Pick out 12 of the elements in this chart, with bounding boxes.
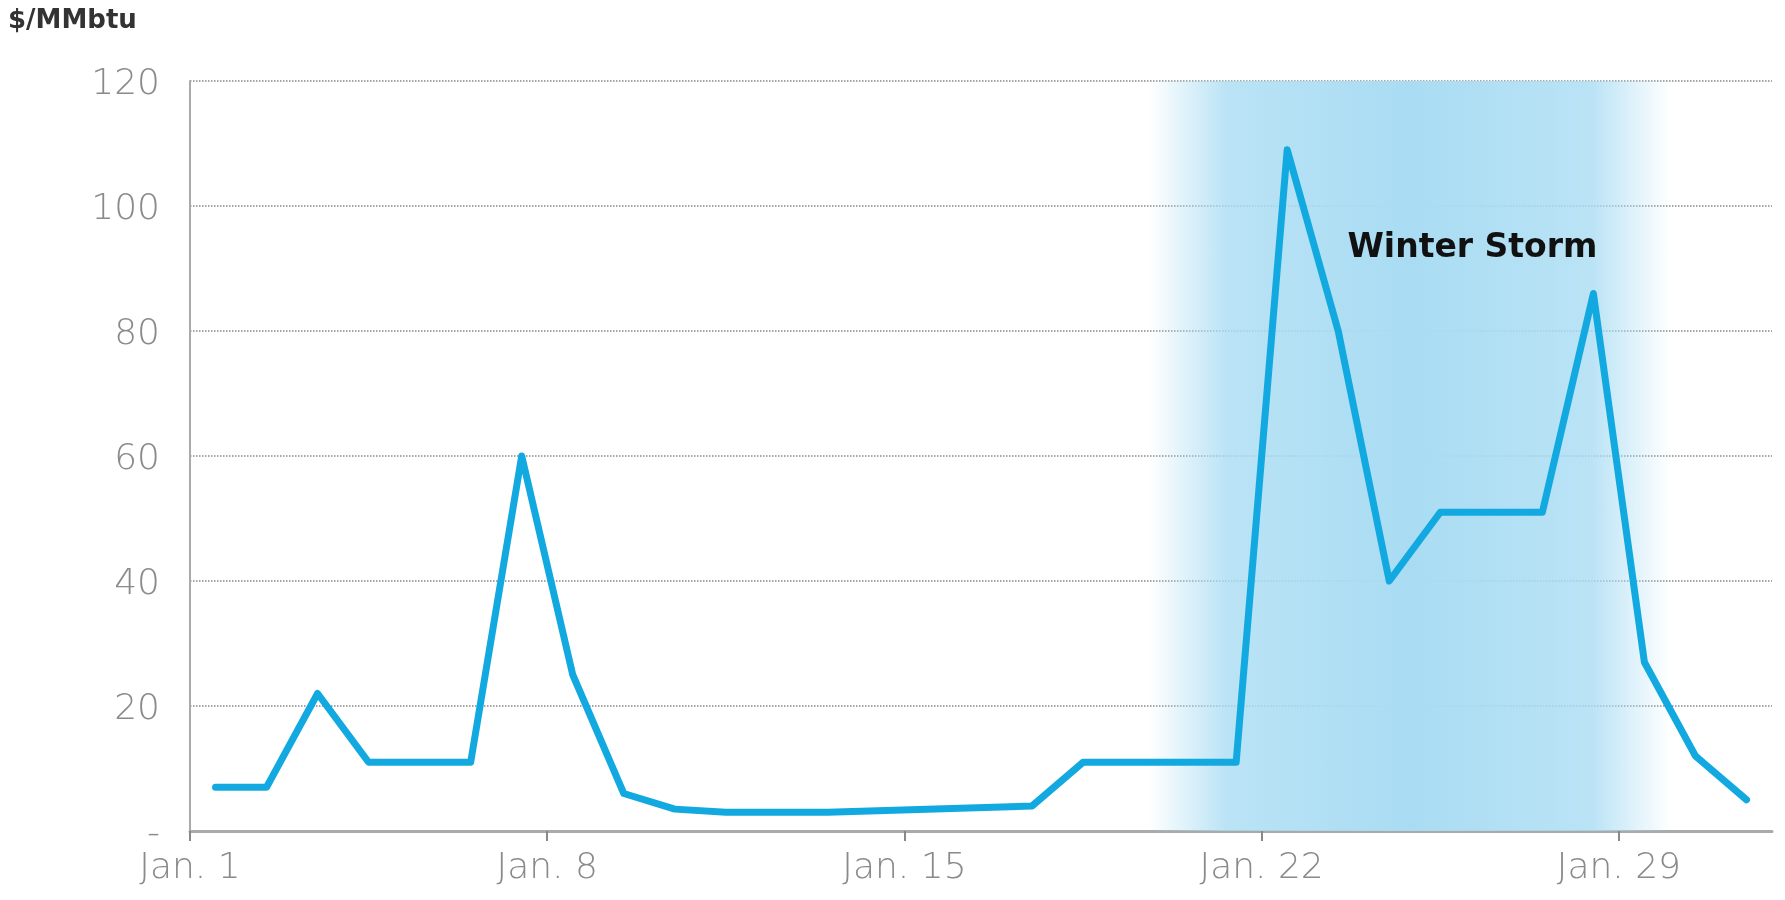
y-tick-label: 100 xyxy=(91,185,160,227)
x-tick-label: Jan. 8 xyxy=(496,844,598,886)
y-tick-label: 120 xyxy=(91,60,160,102)
y-tick-label: 40 xyxy=(114,560,160,602)
band-label: Winter Storm xyxy=(1347,225,1598,265)
x-tick-label: Jan. 22 xyxy=(1199,844,1324,886)
y-tick-label: 60 xyxy=(114,435,160,477)
y-axis-title: $/MMbtu xyxy=(8,4,137,34)
y-tick-label: 80 xyxy=(114,310,160,352)
x-tick-label: Jan. 15 xyxy=(842,844,967,886)
x-tick-label: Jan. 29 xyxy=(1556,844,1681,886)
y-tick-label: 20 xyxy=(114,685,160,727)
